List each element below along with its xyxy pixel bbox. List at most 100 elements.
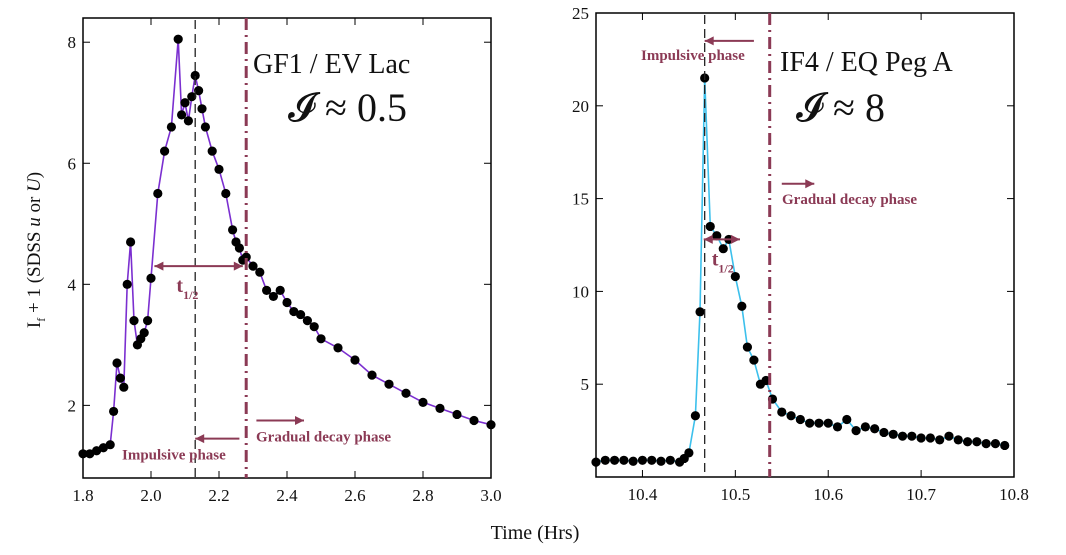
flare-point <box>609 455 620 465</box>
flare-point <box>665 455 675 465</box>
flare-point <box>870 424 880 434</box>
flare-point <box>183 116 193 126</box>
flare-point <box>962 437 973 447</box>
flare-point <box>705 221 715 232</box>
x-tick-label: 2.8 <box>412 486 433 505</box>
flare-point <box>207 146 217 156</box>
flare-point <box>647 455 657 465</box>
flare-point <box>628 456 638 466</box>
t-half-label: t1/2 <box>712 248 734 275</box>
flare-point <box>860 422 870 432</box>
t-half-main: t <box>712 248 719 270</box>
flare-point <box>823 418 833 428</box>
flare-point <box>177 110 187 120</box>
flare-point <box>160 146 170 156</box>
y-label-U: U <box>24 177 45 192</box>
flare-point <box>851 426 861 436</box>
x-tick-label: 2.0 <box>140 486 161 505</box>
right-title: IF4 / EQ Peg A <box>780 47 953 78</box>
flare-point <box>197 104 207 114</box>
flare-point <box>180 98 190 108</box>
flare-point <box>126 237 136 247</box>
x-tick-label: 10.6 <box>813 485 843 504</box>
t-half-arrow-head <box>154 261 164 271</box>
flare-point <box>129 316 139 326</box>
flare-point <box>888 429 898 439</box>
impulsive-arrow-head <box>704 36 714 46</box>
flare-point <box>600 455 610 465</box>
left-title: GF1 / EV Lac <box>253 49 410 80</box>
t-half-arrow-head <box>233 261 243 271</box>
flare-point <box>221 188 231 199</box>
flare-point <box>935 435 945 445</box>
flare-point <box>795 414 805 425</box>
y-label-close: ) <box>24 172 45 178</box>
flare-point <box>749 355 759 365</box>
flare-point <box>173 34 183 44</box>
x-tick-label: 2.6 <box>344 486 365 505</box>
left-axis-ticks: 1.8 2.0 2.2 2.4 2.6 2.8 3.0 2 4 6 8 <box>68 18 502 505</box>
flare-line <box>83 39 492 455</box>
flare-point <box>139 328 149 338</box>
y-tick-label: 20 <box>572 97 589 116</box>
flare-point <box>248 261 258 271</box>
flare-point <box>832 422 843 432</box>
right-index-label: 𝓘 ≈ 8 <box>796 85 885 130</box>
t-half-main: t <box>176 275 183 297</box>
flare-point <box>897 431 908 441</box>
flare-point <box>619 455 629 465</box>
flare-point <box>452 409 462 420</box>
flare-point <box>122 279 132 289</box>
flare-point <box>333 343 343 353</box>
flare-point <box>316 334 326 344</box>
t-half-arrow-head <box>730 234 740 244</box>
flare-point <box>268 291 278 302</box>
y-tick-label: 8 <box>68 33 77 52</box>
left-flare-curve <box>83 39 492 455</box>
flare-point <box>105 440 115 450</box>
flare-point <box>350 355 360 365</box>
left-panel-gf1-ev-lac: 1.8 2.0 2.2 2.4 2.6 2.8 3.0 2 4 6 8 t1/2 Impulsive … <box>68 17 502 505</box>
right-annotations: t1/2 Impulsive phase Gradual decay phase <box>641 13 917 477</box>
y-label-tail: + 1 (SDSS <box>24 227 45 318</box>
flare-point <box>146 273 156 283</box>
left-annotations: t1/2 Impulsive phase Gradual decay phase <box>122 18 391 478</box>
flare-point <box>200 122 210 132</box>
flare-point <box>194 86 204 96</box>
x-tick-label: 10.5 <box>720 485 750 504</box>
flare-point <box>190 70 200 81</box>
y-tick-label: 25 <box>572 4 589 23</box>
gradual-arrow-head <box>295 416 304 425</box>
t-half-label: t1/2 <box>176 275 198 302</box>
flare-point <box>842 414 852 425</box>
flare-point <box>814 418 824 428</box>
flare-point <box>282 297 292 308</box>
flare-point <box>637 455 648 465</box>
x-tick-label: 2.4 <box>276 486 298 505</box>
flare-point <box>166 122 176 132</box>
flare-point <box>1000 440 1010 451</box>
right-panel-if4-eq-peg-a: 10.4 10.5 10.6 10.7 10.8 5 10 15 20 25 t1/2 Impuls… <box>572 4 1029 504</box>
flare-point <box>907 431 917 441</box>
x-axis-label: Time (Hrs) <box>491 522 580 544</box>
flare-point <box>469 415 479 426</box>
left-plot-frame <box>82 17 492 479</box>
flare-point <box>944 431 954 441</box>
right-flare-points <box>591 73 1010 467</box>
flare-point <box>112 358 122 368</box>
flare-point <box>656 456 666 466</box>
flare-point <box>730 271 740 282</box>
gradual-arrow-head <box>805 179 815 189</box>
x-tick-label: 1.8 <box>72 486 93 505</box>
flare-point <box>981 438 991 449</box>
flare-point <box>143 316 153 326</box>
flare-point <box>241 252 251 262</box>
flare-point <box>718 244 728 254</box>
y-tick-label: 10 <box>572 282 589 301</box>
flare-point <box>255 267 265 277</box>
flare-point <box>119 382 129 392</box>
flare-point <box>712 231 722 241</box>
flare-point <box>972 437 982 447</box>
x-tick-label: 10.4 <box>628 485 658 504</box>
y-axis-label: If + 1 (SDSS u or U) <box>24 172 48 328</box>
